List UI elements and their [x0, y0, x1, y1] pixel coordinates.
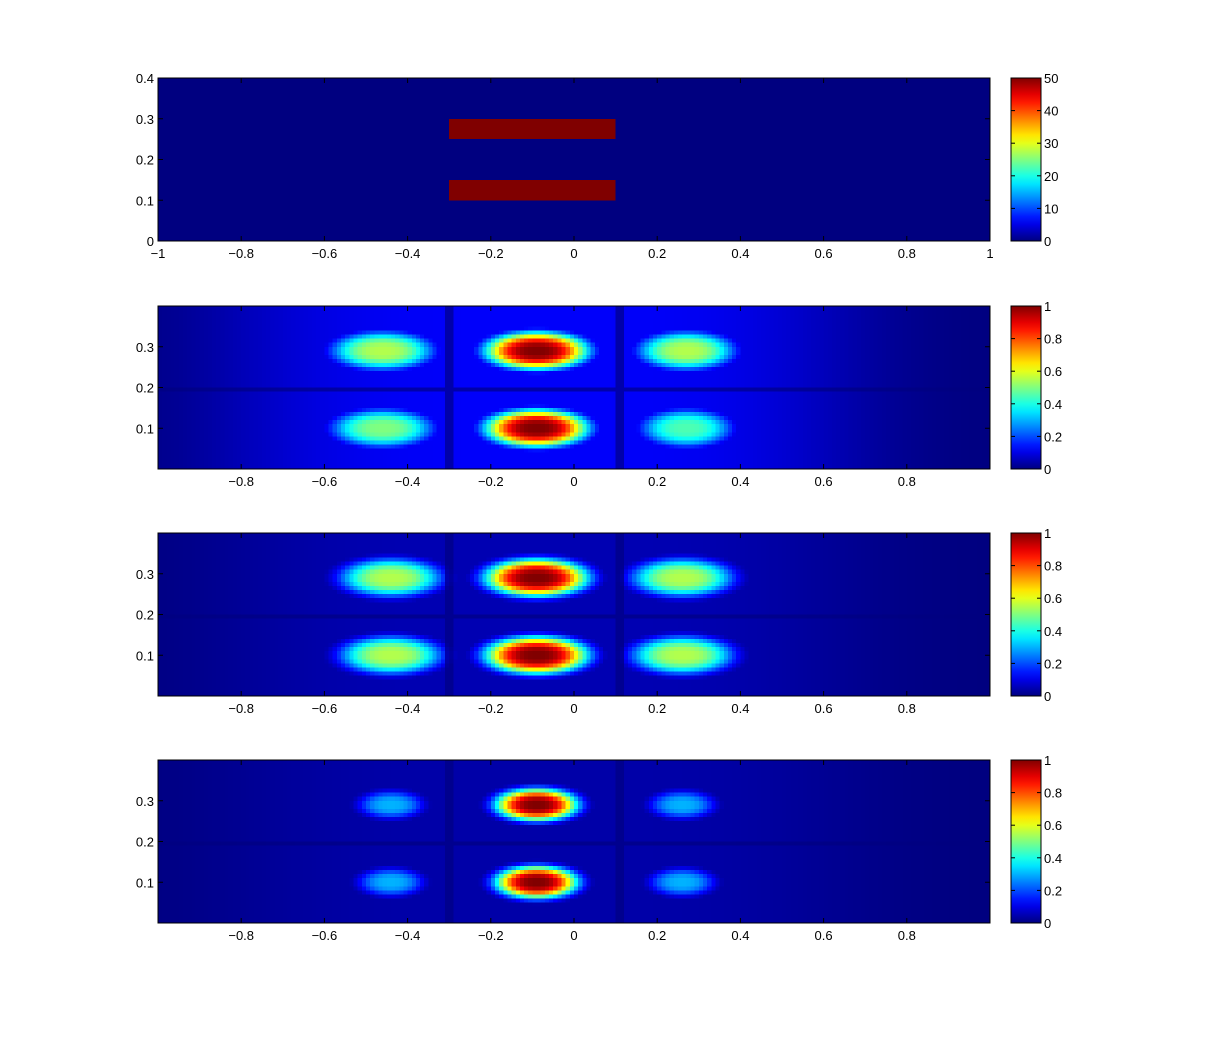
x-tick-label: 0.4: [731, 474, 749, 489]
x-tick-label: −0.8: [228, 928, 254, 943]
colorbar-tick-label: 1: [1044, 753, 1051, 768]
heatmap-field: [158, 760, 990, 923]
x-tick-label: 0: [570, 474, 577, 489]
x-tick-label: −0.6: [312, 928, 338, 943]
colorbar-tick-label: 0.8: [1044, 559, 1062, 574]
x-tick-label: −0.6: [312, 474, 338, 489]
x-tick-label: 0.8: [898, 928, 916, 943]
x-tick-label: −0.4: [395, 928, 421, 943]
x-tick-label: 0.4: [731, 246, 749, 261]
panel-1: −1 −0.8 −0.6 −0.4 −0.2 0 0.2 0.4 0.6 0.8 100.10.20…: [136, 71, 1059, 261]
x-tick-label: −0.8: [228, 246, 254, 261]
y-tick-label: 0.3: [136, 112, 154, 127]
x-tick-label: −0.6: [312, 246, 338, 261]
colorbar: [1010, 759, 1042, 924]
colorbar-tick-label: 0: [1044, 234, 1051, 249]
colorbar-tick-label: 0.8: [1044, 332, 1062, 347]
x-tick-label: 1: [986, 246, 993, 261]
y-tick-label: 0.1: [136, 193, 154, 208]
colorbar-tick-label: 0.2: [1044, 656, 1062, 671]
colorbar: [1010, 305, 1042, 470]
x-tick-label: −0.4: [395, 701, 421, 716]
x-tick-label: 0.4: [731, 701, 749, 716]
x-tick-label: 0.6: [815, 701, 833, 716]
colorbar-tick-label: 1: [1044, 526, 1051, 541]
x-tick-label: 0.4: [731, 928, 749, 943]
colorbar-tick-label: 0.2: [1044, 429, 1062, 444]
x-tick-label: −0.2: [478, 701, 504, 716]
x-tick-label: −0.8: [228, 474, 254, 489]
x-tick-label: −0.6: [312, 701, 338, 716]
y-tick-label: 0.2: [136, 608, 154, 623]
x-tick-label: −0.2: [478, 928, 504, 943]
y-tick-label: 0.2: [136, 153, 154, 168]
x-tick-label: 0: [570, 246, 577, 261]
colorbar-tick-label: 0.6: [1044, 591, 1062, 606]
y-tick-label: 0.1: [136, 421, 154, 436]
heatmap-field: [158, 533, 990, 696]
x-tick-label: 0.2: [648, 928, 666, 943]
colorbar-tick-label: 10: [1044, 201, 1058, 216]
x-tick-label: 0.2: [648, 474, 666, 489]
x-tick-label: 0.8: [898, 701, 916, 716]
x-tick-label: −0.4: [395, 474, 421, 489]
colorbar-tick-label: 0.6: [1044, 364, 1062, 379]
x-tick-label: 0.2: [648, 246, 666, 261]
heatmap-field: [158, 306, 990, 469]
y-tick-label: 0.4: [136, 71, 154, 86]
x-tick-label: −0.8: [228, 701, 254, 716]
x-tick-label: 0: [570, 928, 577, 943]
colorbar-tick-label: 0: [1044, 462, 1051, 477]
y-tick-label: 0.3: [136, 567, 154, 582]
y-tick-label: 0: [147, 234, 154, 249]
colorbar-tick-label: 1: [1044, 299, 1051, 314]
y-tick-label: 0.2: [136, 835, 154, 850]
x-tick-label: −0.2: [478, 474, 504, 489]
colorbar-tick-label: 50: [1044, 71, 1058, 86]
x-tick-label: 0.8: [898, 474, 916, 489]
x-tick-label: 0.6: [815, 246, 833, 261]
colorbar-tick-label: 0.4: [1044, 624, 1062, 639]
x-tick-label: 0.6: [815, 928, 833, 943]
x-tick-label: −1: [151, 246, 166, 261]
panel-3: −0.8 −0.6 −0.4 −0.2 0 0.2 0.4 0.6 0.8 0.1 0.2 0.3 0 0…: [136, 526, 1062, 716]
colorbar: [1010, 77, 1042, 242]
colorbar: [1010, 532, 1042, 697]
x-tick-label: −0.2: [478, 246, 504, 261]
colorbar-tick-label: 0.2: [1044, 883, 1062, 898]
colorbar-tick-label: 40: [1044, 104, 1058, 119]
colorbar-tick-label: 30: [1044, 136, 1058, 151]
y-tick-label: 0.3: [136, 340, 154, 355]
colorbar-tick-label: 20: [1044, 169, 1058, 184]
x-tick-label: 0.6: [815, 474, 833, 489]
y-tick-label: 0.2: [136, 381, 154, 396]
colorbar-tick-label: 0.4: [1044, 397, 1062, 412]
colorbar-tick-label: 0: [1044, 689, 1051, 704]
heatmap-field: [158, 78, 990, 241]
x-tick-label: −0.4: [395, 246, 421, 261]
colorbar-tick-label: 0.8: [1044, 786, 1062, 801]
x-tick-label: 0.8: [898, 246, 916, 261]
panel-4: −0.8 −0.6 −0.4 −0.2 0 0.2 0.4 0.6 0.8 0.1 0.2 0.3 0 0…: [136, 753, 1062, 943]
panel-2: −0.8 −0.6 −0.4 −0.2 0 0.2 0.4 0.6 0.8 0.1 0.2 0.3 0 0…: [136, 299, 1062, 489]
colorbar-tick-label: 0.4: [1044, 851, 1062, 866]
colorbar-tick-label: 0: [1044, 916, 1051, 931]
y-tick-label: 0.1: [136, 875, 154, 890]
x-tick-label: 0.2: [648, 701, 666, 716]
x-tick-label: 0: [570, 701, 577, 716]
colorbar-tick-label: 0.6: [1044, 818, 1062, 833]
y-tick-label: 0.3: [136, 794, 154, 809]
y-tick-label: 0.1: [136, 648, 154, 663]
